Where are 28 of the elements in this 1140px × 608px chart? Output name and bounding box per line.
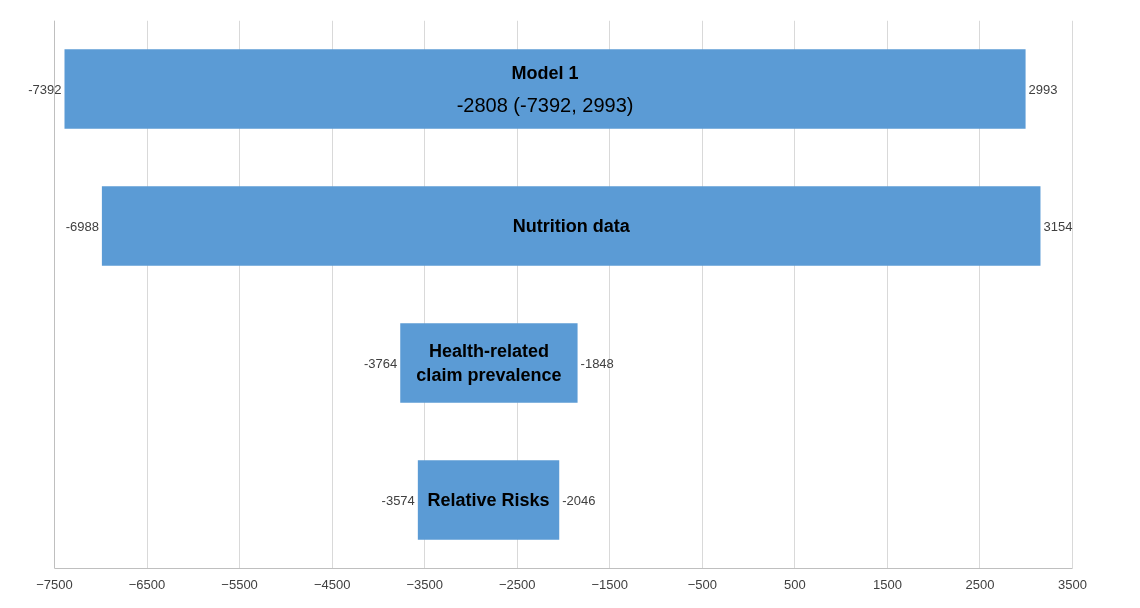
annotation: -7392: [28, 81, 62, 97]
x-tick-label: 2500: [965, 576, 995, 592]
x-tick-label: −3500: [406, 576, 443, 592]
y-tick-label: Relative Risks: [427, 490, 550, 510]
x-tick-label: 500: [784, 576, 806, 592]
y-tick-label: Nutrition data: [512, 216, 631, 236]
annotation: -2808 (-7392, 2993): [456, 94, 634, 117]
y-tick-label: Health-related claim prevalence: [416, 341, 562, 385]
y-tick-label: Model 1: [511, 62, 579, 83]
annotation: -3574: [381, 492, 415, 508]
bar: [101, 186, 1041, 266]
annotation: -2046: [562, 492, 596, 508]
bar: [64, 49, 1026, 129]
x-tick-label: −500: [687, 576, 717, 592]
annotation: 2993: [1028, 81, 1058, 97]
x-tick-label: −1500: [591, 576, 629, 592]
annotation: -1848: [580, 355, 614, 371]
x-tick-label: −4500: [313, 576, 351, 592]
x-tick-label: −5500: [221, 576, 258, 592]
annotation: 3154: [1043, 218, 1073, 234]
bar: [417, 460, 560, 540]
x-tick-label: −7500: [36, 576, 73, 592]
x-tick-label: 3500: [1058, 576, 1087, 592]
annotation: -3764: [364, 355, 398, 371]
x-tick-label: 1500: [872, 576, 902, 592]
annotation: -6988: [65, 218, 99, 234]
x-tick-label: −2500: [498, 576, 536, 592]
x-tick-label: −6500: [128, 576, 166, 592]
